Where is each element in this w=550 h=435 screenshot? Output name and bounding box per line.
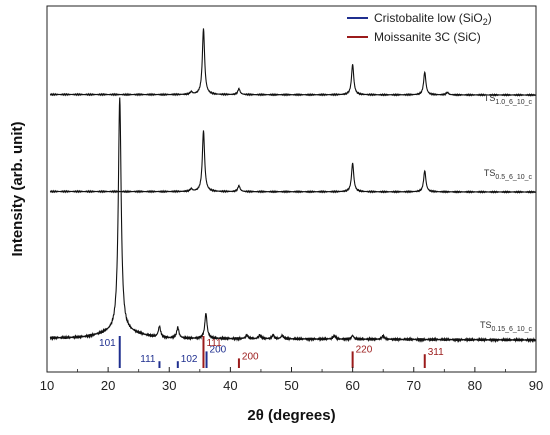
legend: Cristobalite low (SiO2) Moissanite 3C (Si… xyxy=(347,11,492,44)
x-tick-label: 20 xyxy=(101,378,115,393)
series-label: TS0.15_6_10_c xyxy=(480,320,532,333)
series-label: TS1.0_6_10_c xyxy=(484,93,533,106)
series-trace xyxy=(49,97,537,344)
x-tick-label: 60 xyxy=(345,378,359,393)
y-axis-title: Intensity (arb. unit) xyxy=(9,121,26,256)
x-tick-label: 30 xyxy=(162,378,176,393)
reference-peak-label: 200 xyxy=(210,344,227,355)
x-tick-label: 80 xyxy=(468,378,482,393)
x-tick-label: 90 xyxy=(529,378,543,393)
reference-peak-label: 101 xyxy=(99,338,116,349)
legend-label: Cristobalite low (SiO2) xyxy=(374,11,492,27)
reference-peak-label: 111 xyxy=(206,338,222,349)
legend-label: Moissanite 3C (SiC) xyxy=(374,30,481,44)
axes: 10 20 30 40 50 60 70 80 90 xyxy=(40,5,543,393)
reference-peak-label: 111 xyxy=(140,354,156,365)
x-axis-title: 2θ (degrees) xyxy=(247,407,335,424)
series-trace xyxy=(49,28,537,97)
series-label: TS0.5_6_10_c xyxy=(484,168,533,181)
plot-frame xyxy=(46,5,537,373)
x-tick-label: 10 xyxy=(40,378,54,393)
x-tick-label: 40 xyxy=(223,378,237,393)
plot-area: TS1.0_6_10_c TS0.5_6_10_c TS0.15_6_10_c xyxy=(49,28,537,344)
x-tick-label: 70 xyxy=(407,378,421,393)
reference-peak-label: 220 xyxy=(356,344,373,355)
reference-peak-label: 200 xyxy=(242,351,259,362)
x-tick-label: 50 xyxy=(284,378,298,393)
reference-peak-label: 311 xyxy=(428,347,444,358)
reference-peak-label: 102 xyxy=(181,354,198,365)
series-trace xyxy=(49,130,537,194)
